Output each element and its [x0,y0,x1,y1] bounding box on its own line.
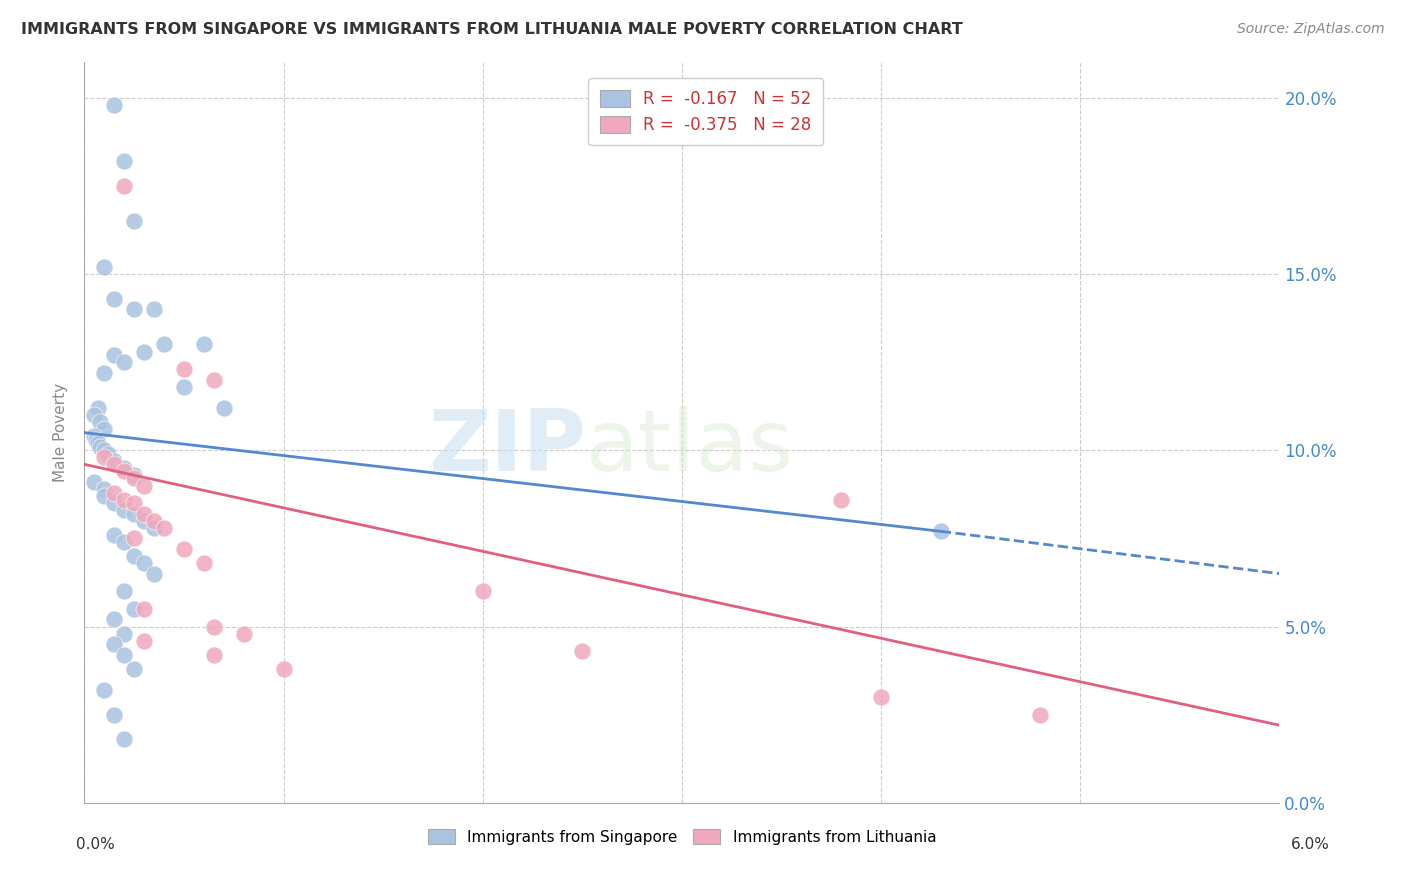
Point [153,337,176,351]
Point [830,492,852,507]
Point [103,637,125,651]
Point [83,429,105,443]
Point [103,496,125,510]
Point [870,690,893,704]
Point [112,464,135,478]
Point [112,178,135,193]
Point [112,732,135,747]
Point [122,496,145,510]
Point [103,528,125,542]
Point [122,471,145,485]
Point [93,450,115,465]
Legend: Immigrants from Singapore, Immigrants from Lithuania: Immigrants from Singapore, Immigrants fr… [422,822,942,851]
Point [132,507,156,521]
Point [112,626,135,640]
Point [471,584,494,599]
Point [143,566,166,581]
Point [212,401,235,415]
Point [86,433,108,447]
Point [93,422,115,436]
Point [143,521,166,535]
Point [122,662,145,676]
Point [122,467,145,482]
Point [132,344,156,359]
Point [87,436,110,450]
Point [193,337,215,351]
Point [93,489,115,503]
Point [87,401,110,415]
Point [132,556,156,570]
Point [103,707,125,722]
Point [173,541,195,556]
Point [202,373,225,387]
Point [193,556,215,570]
Point [83,408,105,422]
Point [173,380,195,394]
Point [93,482,115,496]
Text: ZIP: ZIP [429,406,586,489]
Point [132,514,156,528]
Point [112,355,135,369]
Text: IMMIGRANTS FROM SINGAPORE VS IMMIGRANTS FROM LITHUANIA MALE POVERTY CORRELATION : IMMIGRANTS FROM SINGAPORE VS IMMIGRANTS … [21,22,963,37]
Point [571,644,593,658]
Point [112,648,135,662]
Text: atlas: atlas [586,406,794,489]
Point [103,612,125,626]
Point [93,683,115,698]
Point [153,521,176,535]
Point [103,458,125,472]
Point [122,507,145,521]
Point [93,443,115,458]
Point [103,485,125,500]
Point [143,514,166,528]
Point [202,648,225,662]
Point [143,302,166,317]
Point [93,260,115,274]
Point [103,97,125,112]
Point [202,619,225,633]
Text: Source: ZipAtlas.com: Source: ZipAtlas.com [1237,22,1385,37]
Point [112,584,135,599]
Point [122,549,145,563]
Point [132,478,156,492]
Point [132,602,156,616]
Point [103,348,125,362]
Point [89,440,111,454]
Point [93,366,115,380]
Point [122,602,145,616]
Point [122,302,145,317]
Point [173,362,195,376]
Point [83,475,105,489]
Point [112,535,135,549]
Text: 0.0%: 0.0% [76,838,115,852]
Point [97,447,120,461]
Point [232,626,254,640]
Point [122,214,145,228]
Point [103,454,125,468]
Point [1029,707,1052,722]
Point [112,492,135,507]
Point [89,415,111,429]
Y-axis label: Male Poverty: Male Poverty [53,383,69,483]
Point [929,524,952,539]
Point [103,292,125,306]
Point [273,662,295,676]
Point [122,532,145,546]
Point [112,154,135,169]
Point [112,461,135,475]
Point [132,633,156,648]
Text: 6.0%: 6.0% [1291,838,1330,852]
Point [112,503,135,517]
